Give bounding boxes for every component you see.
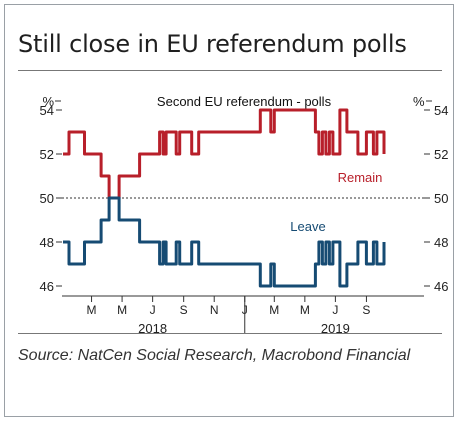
source-note: Source: NatCen Social Research, Macrobon… bbox=[18, 347, 411, 364]
y-tick-label-left: 48 bbox=[40, 235, 54, 250]
y-tick-label-left: 50 bbox=[40, 191, 54, 206]
series-label-leave: Leave bbox=[290, 219, 325, 234]
x-tick-label: S bbox=[362, 303, 370, 317]
x-tick-label: M bbox=[300, 303, 310, 317]
year-label-2019: 2019 bbox=[321, 321, 350, 336]
y-tick-label-right: 46 bbox=[434, 279, 448, 294]
y-tick-label-right: 50 bbox=[434, 191, 448, 206]
x-tick-label: N bbox=[210, 303, 219, 317]
x-tick-label: M bbox=[269, 303, 279, 317]
y-unit-left: % bbox=[42, 94, 54, 109]
y-unit-right: % bbox=[413, 94, 425, 109]
x-tick-label: M bbox=[117, 303, 127, 317]
y-tick-label-left: 52 bbox=[40, 147, 54, 162]
series-line-leave bbox=[63, 196, 386, 288]
source-rule bbox=[18, 333, 442, 334]
x-tick-label: M bbox=[87, 303, 97, 317]
x-tick-label: J bbox=[332, 303, 338, 317]
y-tick-label-left: 54 bbox=[40, 103, 54, 118]
page-title: Still close in EU referendum polls bbox=[18, 30, 407, 58]
title-rule bbox=[18, 70, 442, 71]
chart-card bbox=[4, 4, 454, 417]
x-tick-label: J bbox=[150, 303, 156, 317]
year-label-2018: 2018 bbox=[138, 321, 167, 336]
y-tick-label-right: 54 bbox=[434, 103, 448, 118]
x-tick-label: S bbox=[180, 303, 188, 317]
y-tick-label-left: 46 bbox=[40, 279, 54, 294]
chart-title: Second EU referendum - polls bbox=[157, 94, 332, 109]
y-tick-label-right: 48 bbox=[434, 235, 448, 250]
series-line-remain bbox=[63, 108, 386, 200]
series-label-remain: Remain bbox=[338, 170, 383, 185]
y-tick-label-right: 52 bbox=[434, 147, 448, 162]
